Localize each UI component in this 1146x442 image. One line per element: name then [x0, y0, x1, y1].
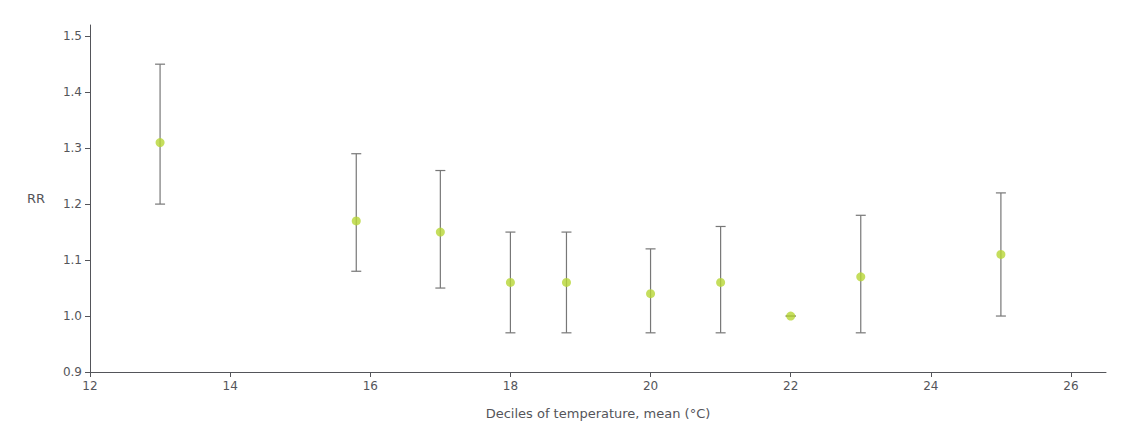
- svg-text:0.9: 0.9: [63, 365, 82, 379]
- svg-text:26: 26: [1063, 379, 1078, 393]
- svg-text:18: 18: [503, 379, 518, 393]
- svg-text:1.4: 1.4: [63, 85, 82, 99]
- svg-text:22: 22: [783, 379, 798, 393]
- svg-text:Deciles of temperature, mean (: Deciles of temperature, mean (°C): [486, 406, 711, 421]
- svg-text:14: 14: [222, 379, 237, 393]
- svg-text:20: 20: [643, 379, 658, 393]
- svg-text:1.5: 1.5: [63, 29, 82, 43]
- svg-text:1.1: 1.1: [63, 253, 82, 267]
- svg-text:1.2: 1.2: [63, 197, 82, 211]
- svg-text:RR: RR: [27, 191, 45, 206]
- svg-text:1.3: 1.3: [63, 141, 82, 155]
- svg-text:24: 24: [923, 379, 938, 393]
- svg-text:1.0: 1.0: [63, 309, 82, 323]
- svg-text:16: 16: [363, 379, 378, 393]
- svg-text:12: 12: [82, 379, 97, 393]
